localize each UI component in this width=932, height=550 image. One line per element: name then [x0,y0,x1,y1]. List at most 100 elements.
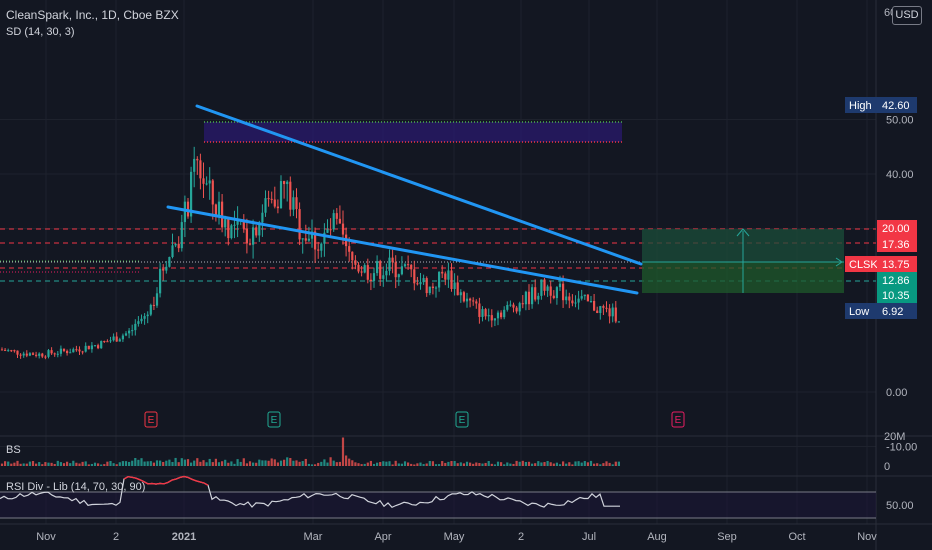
volume-bar [4,461,7,466]
earnings-e-icon[interactable]: E [671,411,685,428]
candle-body [31,353,35,355]
volume-bar [72,460,75,466]
volume-bar [196,458,199,466]
candlestick-series[interactable] [0,146,620,360]
candle-body [506,305,509,310]
candle-body [608,308,611,317]
volume-bar [112,463,115,466]
volume-bar [292,460,295,466]
svg-text:12.86: 12.86 [882,275,910,287]
volume-bar [512,463,515,466]
candle-body [314,231,317,250]
candle-body [512,304,515,308]
candle-body [496,312,500,319]
candle-body [326,229,329,233]
volume-bar [314,464,317,466]
candle-body [97,345,100,349]
candle-body [310,231,314,239]
earnings-e-icon[interactable]: E [455,411,469,428]
volume-bar [66,461,69,466]
price-tick-label: 0.00 [886,387,907,399]
volume-bar [363,463,366,466]
candle-body [568,296,571,301]
indicator-legend[interactable]: SD (14, 30, 3) [6,26,75,38]
candle-body [221,201,224,228]
candle-body [382,275,385,279]
candle-body [186,201,190,217]
volume-bar [617,461,620,466]
time-tick-label: Aug [647,531,667,543]
candle-body [279,181,283,209]
volume-bar [230,461,233,466]
resistance-zone[interactable] [204,122,622,142]
candle-body [121,335,124,340]
price-tick-label: 50.00 [886,115,914,127]
volume-bar [441,461,444,466]
volume-bar [199,461,202,466]
rsi-pane-legend[interactable]: RSI Div - Lib (14, 70, 30, 90) [6,481,146,493]
time-axis[interactable]: Nov 2 2021 Mar Apr May 2 Jul Aug Sep Oct Nov [36,531,877,543]
candle-body [487,315,490,317]
candle-body [348,246,351,252]
candle-body [118,339,121,342]
wedge-upper-trendline[interactable] [195,104,643,266]
candle-body [431,286,434,289]
volume-bar [152,462,155,466]
volume-bar [484,462,487,466]
candle-body [233,224,236,226]
wedge-lower-trendline[interactable] [166,205,639,295]
candle-body [199,160,202,179]
volume-bar [450,461,453,466]
volume-bar [434,464,438,466]
candle-body [438,271,441,288]
earnings-e-icon[interactable]: E [144,411,158,428]
currency-button[interactable]: USD [892,6,922,25]
candle-body [462,292,465,302]
rsi-line [0,475,620,509]
volume-bar [69,463,72,466]
candle-body [35,354,38,356]
svg-text:6.92: 6.92 [882,306,903,318]
svg-text:17.36: 17.36 [882,239,910,251]
candle-body [558,283,562,288]
candle-body [230,225,233,239]
candle-body [258,222,261,236]
volume-bar [214,458,217,466]
volume-pane-legend[interactable]: BS [6,444,21,456]
volume-bar [562,461,565,466]
candle-body [521,303,524,305]
candle-body [90,345,93,350]
volume-bar [56,460,59,466]
volume-bar [540,462,543,466]
candle-body [555,287,558,299]
volume-bar [78,463,81,466]
earnings-e-icon[interactable]: E [267,411,281,428]
volume-bar [87,464,90,466]
svg-text:20.00: 20.00 [882,223,910,235]
volume-bar [385,461,388,466]
volume-tick-label: 0 [884,461,890,473]
volume-bar [286,457,289,466]
volume-bar [100,464,103,466]
volume-bar [543,462,546,466]
volume-bar [289,457,292,466]
candle-body [379,261,382,279]
symbol-title[interactable]: CleanSpark, Inc., 1D, Cboe BZX [6,8,179,22]
candle-body [38,353,41,356]
volume-bar [53,464,56,466]
candle-body [543,279,546,291]
candle-body [202,178,205,184]
volume-bar [614,461,617,466]
volume-bar [369,460,372,466]
volume-bar [506,462,509,466]
volume-bar [149,461,152,466]
candle-body [224,219,227,228]
candle-body [13,350,16,352]
time-tick-label: 2 [518,531,524,543]
volume-bar [128,461,131,466]
volume-bar [224,459,227,466]
candle-body [459,292,462,296]
candle-body [493,318,496,321]
